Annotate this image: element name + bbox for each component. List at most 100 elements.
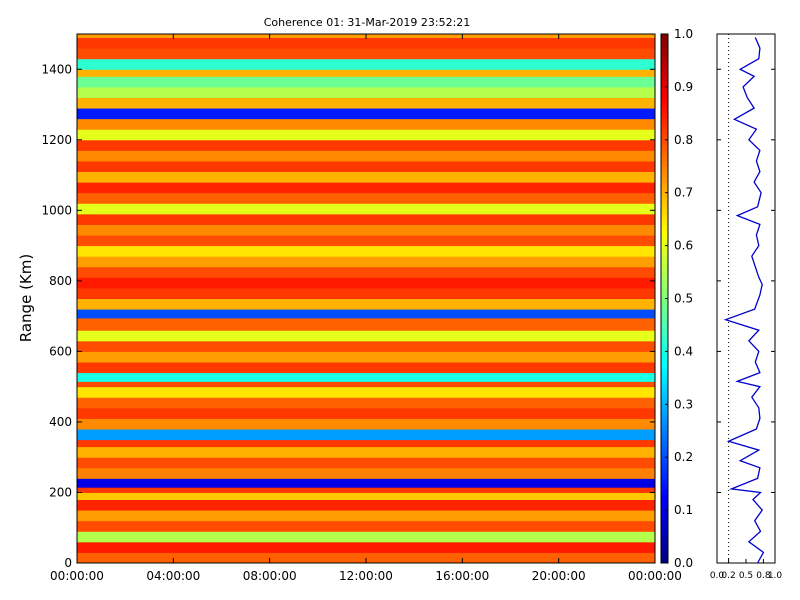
colorbar-segment xyxy=(661,494,668,501)
x-tick-label: 20:00:00 xyxy=(532,569,586,583)
colorbar-segment xyxy=(661,436,668,442)
heatmap-band xyxy=(77,309,655,319)
heatmap-band xyxy=(77,361,655,374)
heatmap-band xyxy=(77,213,655,225)
colorbar-segment xyxy=(661,160,668,167)
colorbar-segment xyxy=(661,377,668,384)
heatmap-band xyxy=(77,439,655,448)
y-tick-label: 400 xyxy=(49,415,72,429)
colorbar-segment xyxy=(661,298,668,305)
profile-x-tick-label: 1.0 xyxy=(768,571,783,581)
colorbar-segment xyxy=(661,250,668,257)
colorbar-segment xyxy=(661,192,668,199)
heatmap-band xyxy=(77,531,655,543)
y-tick-label: 0 xyxy=(64,556,72,570)
y-tick-label: 1200 xyxy=(41,133,72,147)
colorbar-segment xyxy=(661,473,668,479)
colorbar-segment xyxy=(661,488,668,495)
colorbar-segment xyxy=(661,166,668,173)
heatmap-band xyxy=(77,340,655,352)
colorbar-segment xyxy=(661,129,668,136)
heatmap-band xyxy=(77,330,655,342)
y-tick-label: 600 xyxy=(49,344,72,358)
colorbar-segment xyxy=(661,182,668,188)
colorbar-segment xyxy=(661,404,668,411)
heatmap-band xyxy=(77,478,655,488)
colorbar-segment xyxy=(661,60,668,67)
colorbar-segment xyxy=(661,240,668,247)
heatmap-band xyxy=(77,520,655,532)
y-axis-label: Range (Km) xyxy=(17,254,35,342)
colorbar-segment xyxy=(661,510,668,516)
colorbar-segment xyxy=(661,197,668,204)
heatmap-band xyxy=(77,58,655,70)
colorbar-segment xyxy=(661,123,668,130)
colorbar-segment xyxy=(661,113,668,120)
colorbar-segment xyxy=(661,504,668,511)
heatmap-band xyxy=(77,235,655,247)
profile-x-tick-label: 0.2 xyxy=(721,571,735,581)
colorbar-segment xyxy=(661,65,668,72)
heatmap-band xyxy=(77,97,655,109)
heatmap-band xyxy=(77,150,655,162)
colorbar-tick-label: 0.6 xyxy=(674,239,693,253)
colorbar-segment xyxy=(661,430,668,437)
heatmap-band xyxy=(77,446,655,458)
colorbar-segment xyxy=(661,108,668,114)
x-tick-label: 00:00:00 xyxy=(628,569,682,583)
heatmap-band xyxy=(77,224,655,236)
heatmap-band xyxy=(77,139,655,151)
heatmap-band xyxy=(77,372,655,382)
profile-x-tick-label: 0.5 xyxy=(739,571,753,581)
colorbar-tick-label: 0.0 xyxy=(674,556,693,570)
heatmap-band xyxy=(77,492,655,501)
x-tick-label: 16:00:00 xyxy=(435,569,489,583)
y-tick-label: 200 xyxy=(49,485,72,499)
colorbar-segment xyxy=(661,399,668,405)
colorbar-segment xyxy=(661,97,668,104)
colorbar-segment xyxy=(661,86,668,93)
heatmap-band xyxy=(77,192,655,204)
colorbar-segment xyxy=(661,213,668,220)
colorbar: 0.0 0.1 0.2 0.3 0.4 0.5 0.6 0.7 0.8 0.9 1.0 xyxy=(660,27,693,570)
x-tick-label: 00:00:00 xyxy=(50,569,104,583)
colorbar-tick-label: 0.3 xyxy=(674,397,693,411)
heatmap-band xyxy=(77,386,655,398)
colorbar-tick-label: 0.2 xyxy=(674,450,693,464)
heatmap-band xyxy=(77,298,655,310)
heatmap-band xyxy=(77,245,655,257)
colorbar-segment xyxy=(661,55,668,61)
colorbar-segment xyxy=(661,536,668,543)
heatmap-band xyxy=(77,418,655,430)
heatmap-band xyxy=(77,256,655,268)
colorbar-segment xyxy=(661,383,668,389)
heatmap-band xyxy=(77,203,655,215)
profile-line xyxy=(723,37,765,564)
heatmap-band xyxy=(77,510,655,522)
colorbar-segment xyxy=(661,256,668,262)
colorbar-segment xyxy=(661,187,668,194)
colorbar-segment xyxy=(661,520,668,527)
y-tick-label: 1400 xyxy=(41,62,72,76)
colorbar-segment xyxy=(661,541,668,548)
colorbar-segment xyxy=(661,420,668,426)
colorbar-segment xyxy=(661,361,668,368)
colorbar-segment xyxy=(661,557,668,564)
heatmap-band xyxy=(77,499,655,511)
colorbar-segment xyxy=(661,330,668,337)
colorbar-segment xyxy=(661,393,668,400)
heatmap-band xyxy=(77,467,655,479)
colorbar-segment xyxy=(661,176,668,183)
heatmap-band xyxy=(77,287,655,299)
heatmap-band xyxy=(77,457,655,469)
colorbar-segment xyxy=(661,499,668,506)
colorbar-segment xyxy=(661,467,668,474)
heatmap-band xyxy=(77,351,655,363)
profile-x-tick-label: 0.8 xyxy=(756,571,771,581)
colorbar-segment xyxy=(661,335,668,342)
colorbar-segment xyxy=(661,229,668,236)
colorbar-segment xyxy=(661,208,668,215)
heatmap-band xyxy=(77,171,655,183)
colorbar-segment xyxy=(661,171,668,178)
colorbar-tick-label: 1.0 xyxy=(674,27,693,41)
